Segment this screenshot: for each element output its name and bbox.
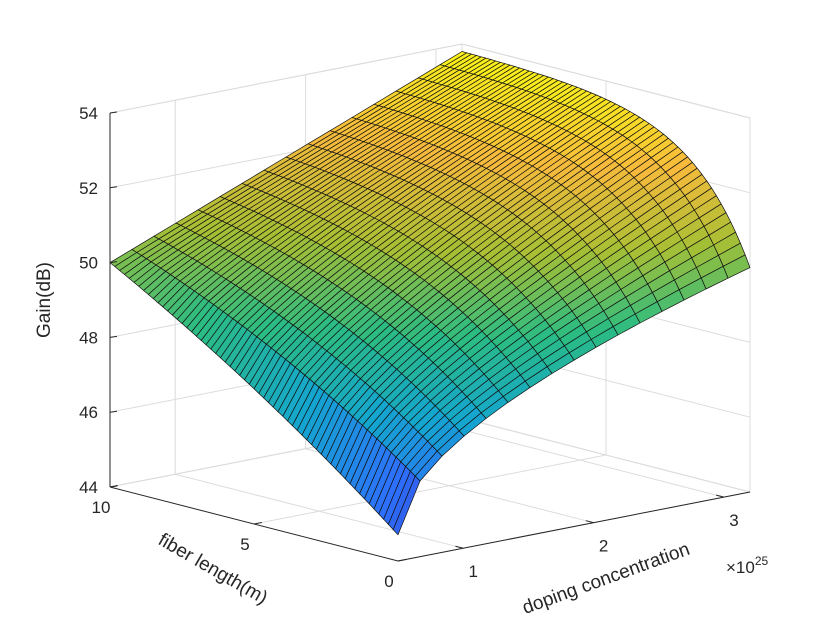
z-tick-label: 54 [79, 104, 98, 123]
x-axis-exponent: ×1025 [726, 554, 769, 577]
y-tick-mark [397, 558, 406, 562]
x-tick-label: 1 [468, 562, 477, 581]
x-tick-label: 2 [599, 537, 608, 556]
surface-plot [109, 51, 751, 536]
x-tick-mark [716, 494, 725, 498]
x-axis-exponent-base: ×10 [726, 558, 755, 577]
z-tick-mark [109, 111, 118, 114]
y-tick-mark [109, 484, 118, 488]
x-axis-ticks: 1 2 3 [455, 494, 739, 581]
y-tick-label: 10 [92, 498, 111, 517]
y-tick-label: 5 [240, 535, 249, 554]
grid-line-z [109, 43, 751, 119]
z-tick-label: 44 [79, 478, 98, 497]
x-axis-exponent-power: 25 [755, 554, 769, 568]
z-axis-ticks: 44 46 48 50 52 54 [79, 104, 118, 497]
surface-patch [392, 475, 421, 536]
x-axis-line [397, 491, 751, 562]
z-tick-mark [109, 186, 118, 189]
y-tick-mark [253, 521, 262, 525]
z-axis-label: Gain(dB) [34, 262, 55, 338]
z-tick-mark [109, 261, 118, 264]
z-tick-label: 50 [79, 254, 98, 273]
y-axis-ticks: 0 5 10 [92, 484, 406, 591]
z-tick-label: 48 [79, 328, 98, 347]
x-tick-mark [585, 520, 594, 524]
x-tick-mark [455, 545, 464, 549]
x-tick-label: 3 [729, 511, 738, 530]
z-tick-label: 52 [79, 179, 98, 198]
z-tick-mark [109, 335, 118, 338]
y-axis-label: fiber length(m) [154, 530, 271, 609]
z-tick-label: 46 [79, 403, 98, 422]
y-tick-label: 0 [384, 572, 393, 591]
z-tick-mark [109, 410, 118, 413]
